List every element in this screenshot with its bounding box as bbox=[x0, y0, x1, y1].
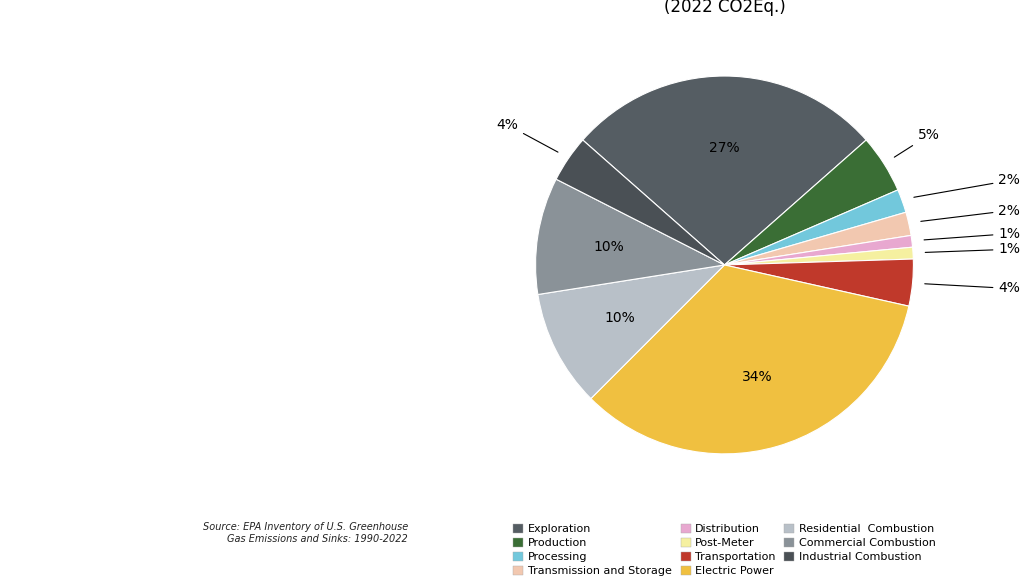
Wedge shape bbox=[538, 265, 724, 399]
Text: Source: EPA Inventory of U.S. Greenhouse
Gas Emissions and Sinks: 1990-2022: Source: EPA Inventory of U.S. Greenhouse… bbox=[203, 522, 408, 544]
Text: Upstream emissions are a small
proportion of natural gas wmissions: Upstream emissions are a small proportio… bbox=[34, 357, 344, 391]
Title: Emissions from all GHG in System and Combustion
(2022 CO2Eq.): Emissions from all GHG in System and Com… bbox=[513, 0, 936, 16]
Text: 2%: 2% bbox=[921, 203, 1020, 221]
Text: 4%: 4% bbox=[925, 282, 1020, 295]
Legend: Exploration, Production, Processing, Transmission and Storage, Distribution, Pos: Exploration, Production, Processing, Tra… bbox=[509, 520, 940, 576]
Wedge shape bbox=[724, 247, 913, 265]
Wedge shape bbox=[724, 212, 911, 265]
Text: 2%: 2% bbox=[913, 173, 1020, 198]
Text: 1%: 1% bbox=[926, 242, 1021, 256]
Text: 27%: 27% bbox=[710, 141, 739, 155]
Wedge shape bbox=[536, 179, 724, 294]
Text: 5%: 5% bbox=[894, 128, 940, 157]
Text: 10%: 10% bbox=[605, 311, 636, 325]
Wedge shape bbox=[591, 265, 909, 454]
Wedge shape bbox=[724, 140, 898, 265]
Text: 4%: 4% bbox=[497, 118, 558, 152]
Wedge shape bbox=[556, 140, 724, 265]
Text: 10%: 10% bbox=[594, 240, 625, 253]
Wedge shape bbox=[724, 236, 912, 265]
Wedge shape bbox=[724, 190, 906, 265]
Wedge shape bbox=[724, 259, 913, 306]
Wedge shape bbox=[583, 76, 866, 265]
Text: 1%: 1% bbox=[924, 227, 1021, 241]
Text: 34%: 34% bbox=[741, 370, 772, 384]
Text: There is
limited
potential to
decarbonize
through CNG: There is limited potential to decarboniz… bbox=[34, 58, 336, 274]
